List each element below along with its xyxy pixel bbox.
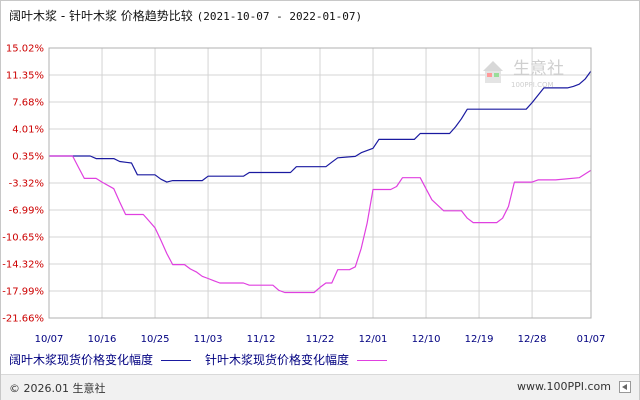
x-tick-label: 11/12	[247, 334, 276, 345]
footer-site-link[interactable]: www.100PPI.com	[517, 380, 611, 393]
plot-border	[48, 47, 592, 319]
x-tick-label: 01/07	[577, 334, 606, 345]
legend-swatch-series1	[161, 360, 192, 361]
line-chart: 生意社 100PPI.COM 15.02% 11.35% 7.68% 4.01% 0.3…	[2, 44, 606, 346]
series-lines	[49, 70, 592, 294]
watermark-window-red	[487, 73, 492, 77]
legend-label-series1: 阔叶木浆现货价格变化幅度	[9, 353, 154, 367]
chart-title-main: 阔叶木浆 - 针叶木浆 价格趋势比较	[9, 9, 193, 23]
legend-label-series2: 针叶木浆现货价格变化幅度	[205, 353, 350, 367]
y-tick-label: 15.02%	[6, 44, 44, 55]
x-tick-label: 10/25	[141, 334, 170, 345]
watermark-subtext: 100PPI.COM	[511, 81, 554, 89]
series-line-1	[49, 70, 592, 183]
y-tick-label: 0.35%	[12, 152, 44, 163]
x-tick-label: 12/28	[518, 334, 547, 345]
x-tick-label: 10/07	[35, 334, 64, 345]
x-axis-ticks: 10/07 10/16 10/25 11/03 11/12 11/22 12/01 12/10…	[35, 334, 606, 345]
x-tick-label: 12/01	[359, 334, 388, 345]
y-tick-label: 7.68%	[12, 98, 44, 109]
y-tick-label: -6.99%	[9, 206, 44, 217]
watermark-window-green	[494, 73, 499, 77]
y-tick-label: 4.01%	[12, 125, 44, 136]
y-axis-ticks: 15.02% 11.35% 7.68% 4.01% 0.35% -3.32% -6.99% -…	[2, 44, 44, 325]
legend: 阔叶木浆现货价格变化幅度 针叶木浆现货价格变化幅度	[9, 351, 401, 368]
grid-lines	[48, 47, 592, 319]
footer-copyright: © 2026.01 生意社	[9, 382, 106, 395]
x-tick-label: 12/10	[412, 334, 441, 345]
y-tick-label: -21.66%	[2, 314, 44, 325]
x-tick-label: 11/22	[306, 334, 335, 345]
site-arrow-icon[interactable]	[619, 381, 631, 393]
chart-title-range: (2021-10-07 - 2022-01-07)	[196, 10, 363, 23]
y-tick-label: 11.35%	[6, 71, 44, 82]
footer-bar: © 2026.01 生意社 www.100PPI.com	[1, 374, 639, 400]
chart-title: 阔叶木浆 - 针叶木浆 价格趋势比较 (2021-10-07 - 2022-01…	[9, 7, 362, 24]
x-tick-label: 11/03	[194, 334, 223, 345]
series-line-2	[49, 155, 592, 294]
y-tick-label: -3.32%	[9, 179, 44, 190]
y-tick-label: -17.99%	[2, 287, 44, 298]
watermark-house-icon	[483, 61, 503, 71]
watermark-logo: 生意社 100PPI.COM	[483, 59, 564, 89]
y-tick-label: -10.65%	[2, 233, 44, 244]
watermark-text: 生意社	[513, 59, 564, 79]
x-tick-label: 10/16	[88, 334, 117, 345]
x-tick-label: 12/19	[465, 334, 494, 345]
legend-swatch-series2	[357, 360, 388, 361]
y-tick-label: -14.32%	[2, 260, 44, 271]
